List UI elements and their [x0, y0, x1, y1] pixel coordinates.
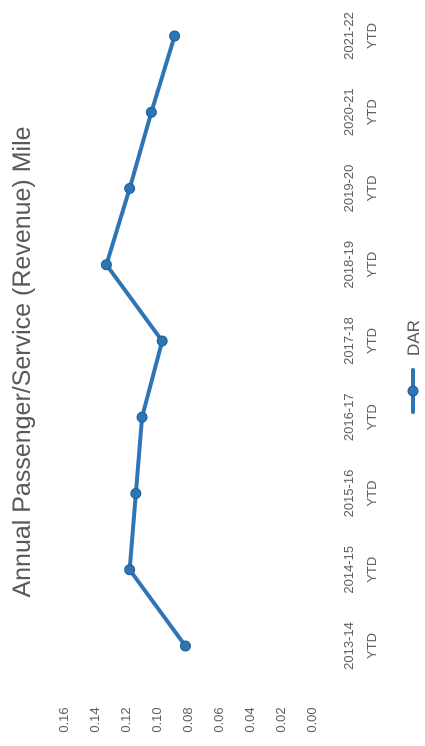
data-point — [179, 640, 191, 652]
x-tick-label: 2018-19 — [341, 241, 356, 289]
x-tick-label: 2013-14 — [341, 622, 356, 670]
x-tick-label-sub: YTD — [364, 481, 379, 507]
y-tick-label: 0.12 — [118, 707, 133, 732]
x-tick-label: 2020-21 — [341, 88, 356, 136]
x-tick-label: 2014-15 — [341, 546, 356, 594]
x-tick-label-sub: YTD — [364, 557, 379, 583]
chart-title: Annual Passenger/Service (Revenue) Mile — [8, 126, 36, 597]
legend-marker — [407, 385, 419, 397]
legend-label-dar: DAR — [404, 320, 423, 356]
y-tick-label: 0.00 — [304, 707, 319, 732]
x-tick-label: 2016-17 — [341, 393, 356, 441]
series-line-dar — [104, 34, 188, 648]
x-tick-label-sub: YTD — [364, 176, 379, 202]
y-tick-label: 0.10 — [149, 707, 164, 732]
x-tick-label: 2021-22 — [341, 12, 356, 60]
data-point — [156, 335, 168, 347]
y-tick-label: 0.04 — [242, 707, 257, 732]
data-point — [169, 30, 181, 42]
y-tick-label: 0.06 — [211, 707, 226, 732]
data-point — [145, 106, 157, 118]
data-point — [124, 183, 136, 194]
x-tick-label-sub: YTD — [364, 99, 379, 125]
plot-area — [100, 30, 191, 652]
y-tick-label: 0.16 — [56, 707, 71, 732]
x-axis-ticks: 2013-14 YTD 2014-15 YTD 2015-16 YTD 2016-17 YTD… — [341, 12, 379, 670]
data-point — [130, 488, 142, 499]
x-tick-label-sub: YTD — [364, 252, 379, 278]
data-point — [100, 259, 112, 271]
y-tick-label: 0.08 — [180, 707, 195, 732]
data-point — [124, 564, 136, 576]
y-axis-ticks: 0.00 0.02 0.04 0.06 0.08 0.10 0.12 0.14 0.16 — [56, 707, 319, 732]
y-tick-label: 0.14 — [87, 707, 102, 732]
x-tick-label-sub: YTD — [364, 328, 379, 354]
y-tick-label: 0.02 — [273, 707, 288, 732]
x-tick-label: 2017-18 — [341, 317, 356, 365]
x-tick-label: 2015-16 — [341, 470, 356, 518]
x-tick-label-sub: YTD — [364, 633, 379, 659]
x-tick-label-sub: YTD — [364, 404, 379, 430]
x-tick-label: 2019-20 — [341, 165, 356, 213]
data-point — [136, 411, 148, 423]
legend: DAR — [404, 320, 423, 414]
x-tick-label-sub: YTD — [364, 23, 379, 49]
